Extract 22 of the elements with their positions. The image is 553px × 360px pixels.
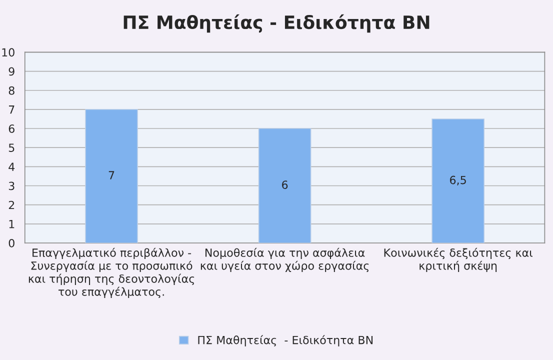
y-tick-label: 1 bbox=[9, 220, 14, 228]
y-tick-label: 5 bbox=[8, 144, 14, 152]
y-tick-label: 3 bbox=[8, 182, 14, 190]
y-tick-label: 0 bbox=[8, 238, 14, 248]
y-tick-label: 8 bbox=[8, 86, 14, 95]
x-tick-label: Κοινωνικές δεξιότητες και κριτική σκέψη bbox=[384, 248, 532, 272]
y-tick-label: 6 bbox=[8, 124, 14, 133]
data-label: 6,5 bbox=[450, 176, 466, 186]
y-tick-label: 7 bbox=[9, 106, 14, 114]
x-tick-label: Νομοθεσία για την ασφάλεια και υγεία στον χώρο εργασίας bbox=[200, 248, 369, 272]
data-label: 7 bbox=[108, 171, 114, 180]
bar bbox=[85, 109, 138, 243]
bar bbox=[258, 128, 312, 243]
data-label: 6 bbox=[282, 180, 288, 189]
bar bbox=[432, 118, 484, 243]
y-tick-label: 4 bbox=[8, 162, 15, 171]
chart-title: ΠΣ Μαθητείας - Ειδικότητα ΒΝ bbox=[124, 14, 430, 33]
legend-label: ΠΣ Μαθητείας - Ειδικότητα ΒΝ bbox=[198, 335, 373, 346]
y-tick-label: 10 bbox=[2, 48, 14, 57]
y-tick-label: 2 bbox=[8, 200, 14, 210]
y-tick-label: 9 bbox=[8, 67, 14, 76]
x-tick-label: Επαγγελματικό περιβάλλον - Συνεργασία με το προσωπικό και τήρηση της δεοντολογίας του επαγγέλματος. bbox=[28, 248, 194, 298]
